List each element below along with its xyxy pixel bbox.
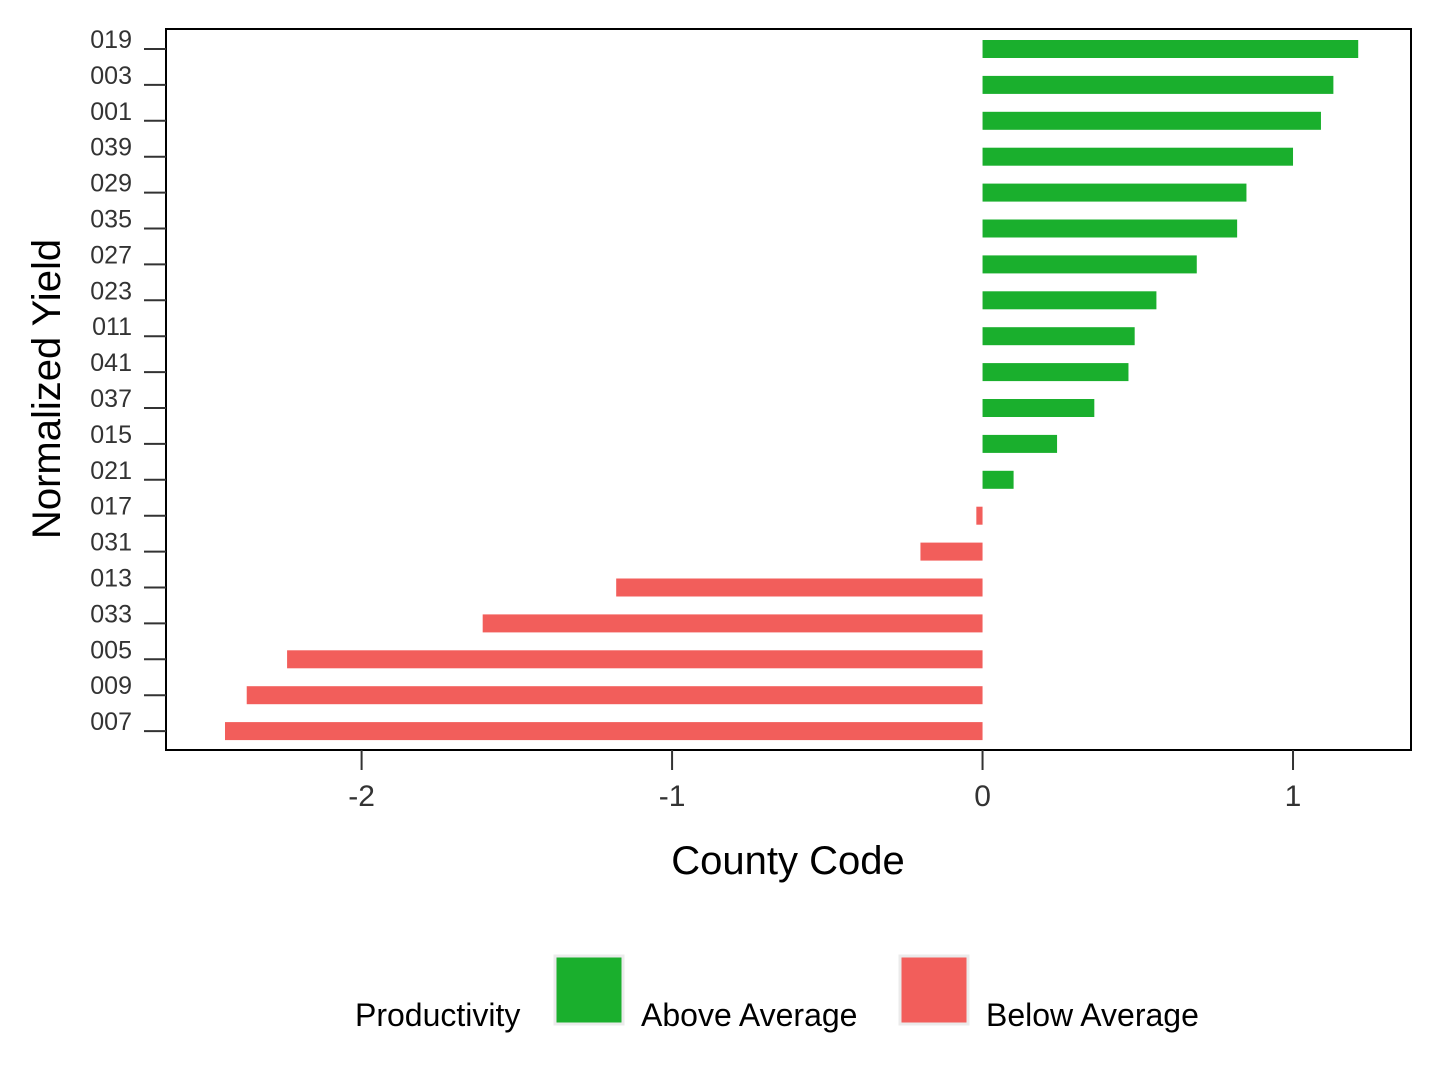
bar-037 [982, 399, 1095, 417]
bar-023 [982, 291, 1157, 310]
y-tick-label: 015 [90, 421, 132, 449]
legend: Productivity Above Average Below Average [355, 954, 1199, 1033]
legend-label-above: Above Average [641, 997, 857, 1033]
bar-033 [482, 614, 983, 633]
y-tick-label: 017 [90, 493, 132, 521]
bar-017 [976, 506, 983, 525]
bar-015 [982, 434, 1058, 453]
bar-035 [982, 219, 1238, 238]
bar-005 [287, 650, 983, 669]
bar-041 [982, 363, 1129, 382]
bar-001 [982, 111, 1321, 130]
legend-swatch-above [553, 954, 625, 1026]
bar-021 [982, 470, 1014, 489]
plot-frame [165, 28, 1412, 751]
legend-label-below: Below Average [986, 997, 1199, 1033]
bar-029 [982, 183, 1247, 202]
y-tick-label: 041 [90, 349, 132, 377]
bar-039 [982, 147, 1294, 166]
y-tick-label: 033 [90, 600, 132, 628]
bar-003 [982, 75, 1334, 94]
bar-019 [982, 40, 1359, 58]
y-tick-label: 005 [90, 636, 132, 664]
y-tick-label: 007 [90, 708, 132, 736]
x-tick-label: 0 [974, 780, 991, 813]
y-tick-label: 001 [90, 98, 132, 126]
y-tick-label: 037 [90, 385, 132, 413]
bar-027 [982, 255, 1197, 274]
y-tick-label: 009 [90, 672, 132, 700]
y-tick-label: 027 [90, 241, 132, 269]
x-axis-ticks: -2 -1 0 1 [348, 750, 1301, 813]
y-tick-label: 003 [90, 62, 132, 90]
y-axis-ticks: 019 003 001 039 029 035 027 023 011 041 037 015 021 0… [90, 26, 166, 736]
y-tick-label: 021 [90, 457, 132, 485]
bar-011 [982, 327, 1135, 346]
legend-swatch-below [898, 954, 970, 1026]
y-axis-title: Normalized Yield [25, 239, 69, 539]
y-tick-label: 031 [90, 529, 132, 557]
y-tick-label: 035 [90, 206, 132, 234]
bar-013 [616, 578, 983, 597]
legend-title: Productivity [355, 997, 520, 1033]
x-tick-label: 1 [1285, 780, 1302, 813]
bars-group [224, 40, 1359, 741]
x-axis-title: County Code [671, 839, 904, 883]
bar-031 [920, 542, 983, 561]
bar-009 [246, 686, 983, 705]
y-tick-label: 013 [90, 565, 132, 593]
y-tick-label: 029 [90, 170, 132, 198]
y-tick-label: 011 [92, 313, 132, 341]
y-tick-label: 039 [90, 134, 132, 162]
x-tick-label: -1 [659, 780, 686, 813]
y-tick-label: 019 [90, 26, 132, 54]
x-tick-label: -2 [348, 780, 375, 813]
bar-007 [224, 722, 983, 741]
y-tick-label: 023 [90, 277, 132, 305]
